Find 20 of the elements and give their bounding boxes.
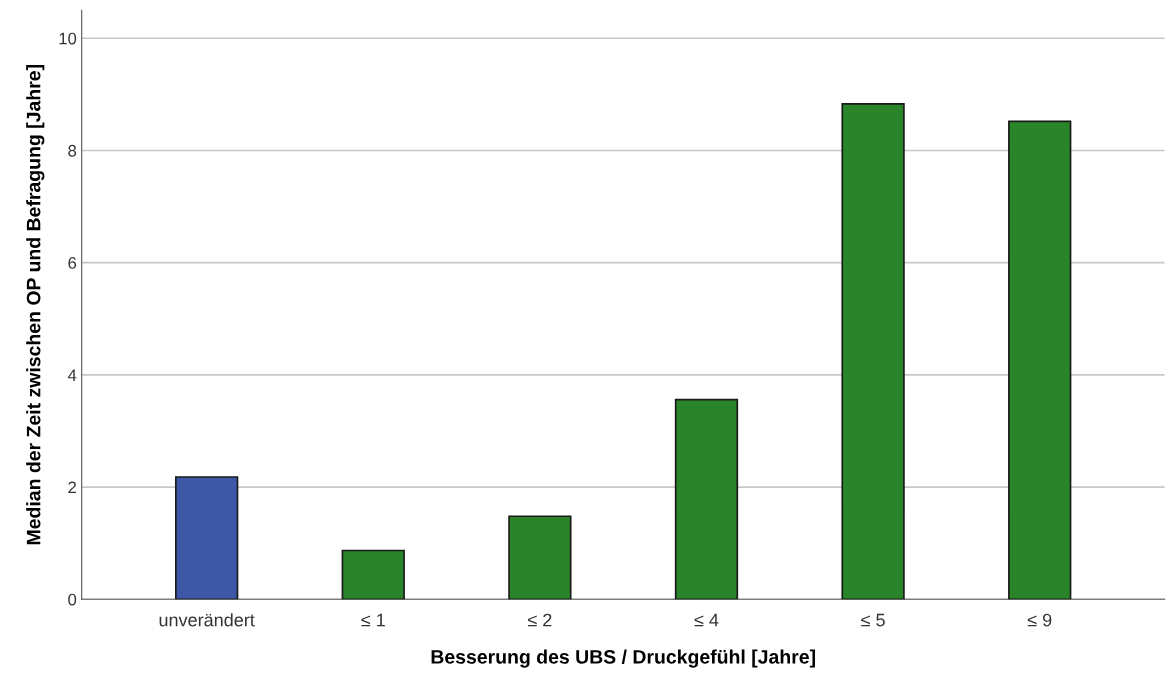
x-tick-label: unverändert xyxy=(159,613,255,627)
y-tick-label: 10 xyxy=(59,32,77,45)
x-tick-label: ≤ 4 xyxy=(694,613,719,627)
x-tick-label: ≤ 2 xyxy=(527,613,552,627)
bar xyxy=(508,515,572,600)
bar xyxy=(1008,120,1072,600)
bar xyxy=(341,549,405,600)
y-tick-label: 2 xyxy=(68,481,76,494)
bar xyxy=(174,476,239,600)
x-tick-label: ≤ 1 xyxy=(361,613,385,627)
y-tick-label: 6 xyxy=(68,257,77,269)
y-tick-label: 8 xyxy=(68,144,77,157)
x-tick-label: ≤ 5 xyxy=(861,613,885,627)
bar xyxy=(674,398,739,600)
y-axis-title: Median der Zeit zwischen OP und Befragung [Jahre] xyxy=(26,65,45,545)
bar xyxy=(841,103,905,600)
y-tick-label: 4 xyxy=(67,369,77,381)
y-tick-label: 0 xyxy=(68,593,77,606)
x-tick-label: ≤ 9 xyxy=(1027,613,1052,627)
x-axis-title: Besserung des UBS / Druckgefühl [Jahre] xyxy=(431,649,815,668)
